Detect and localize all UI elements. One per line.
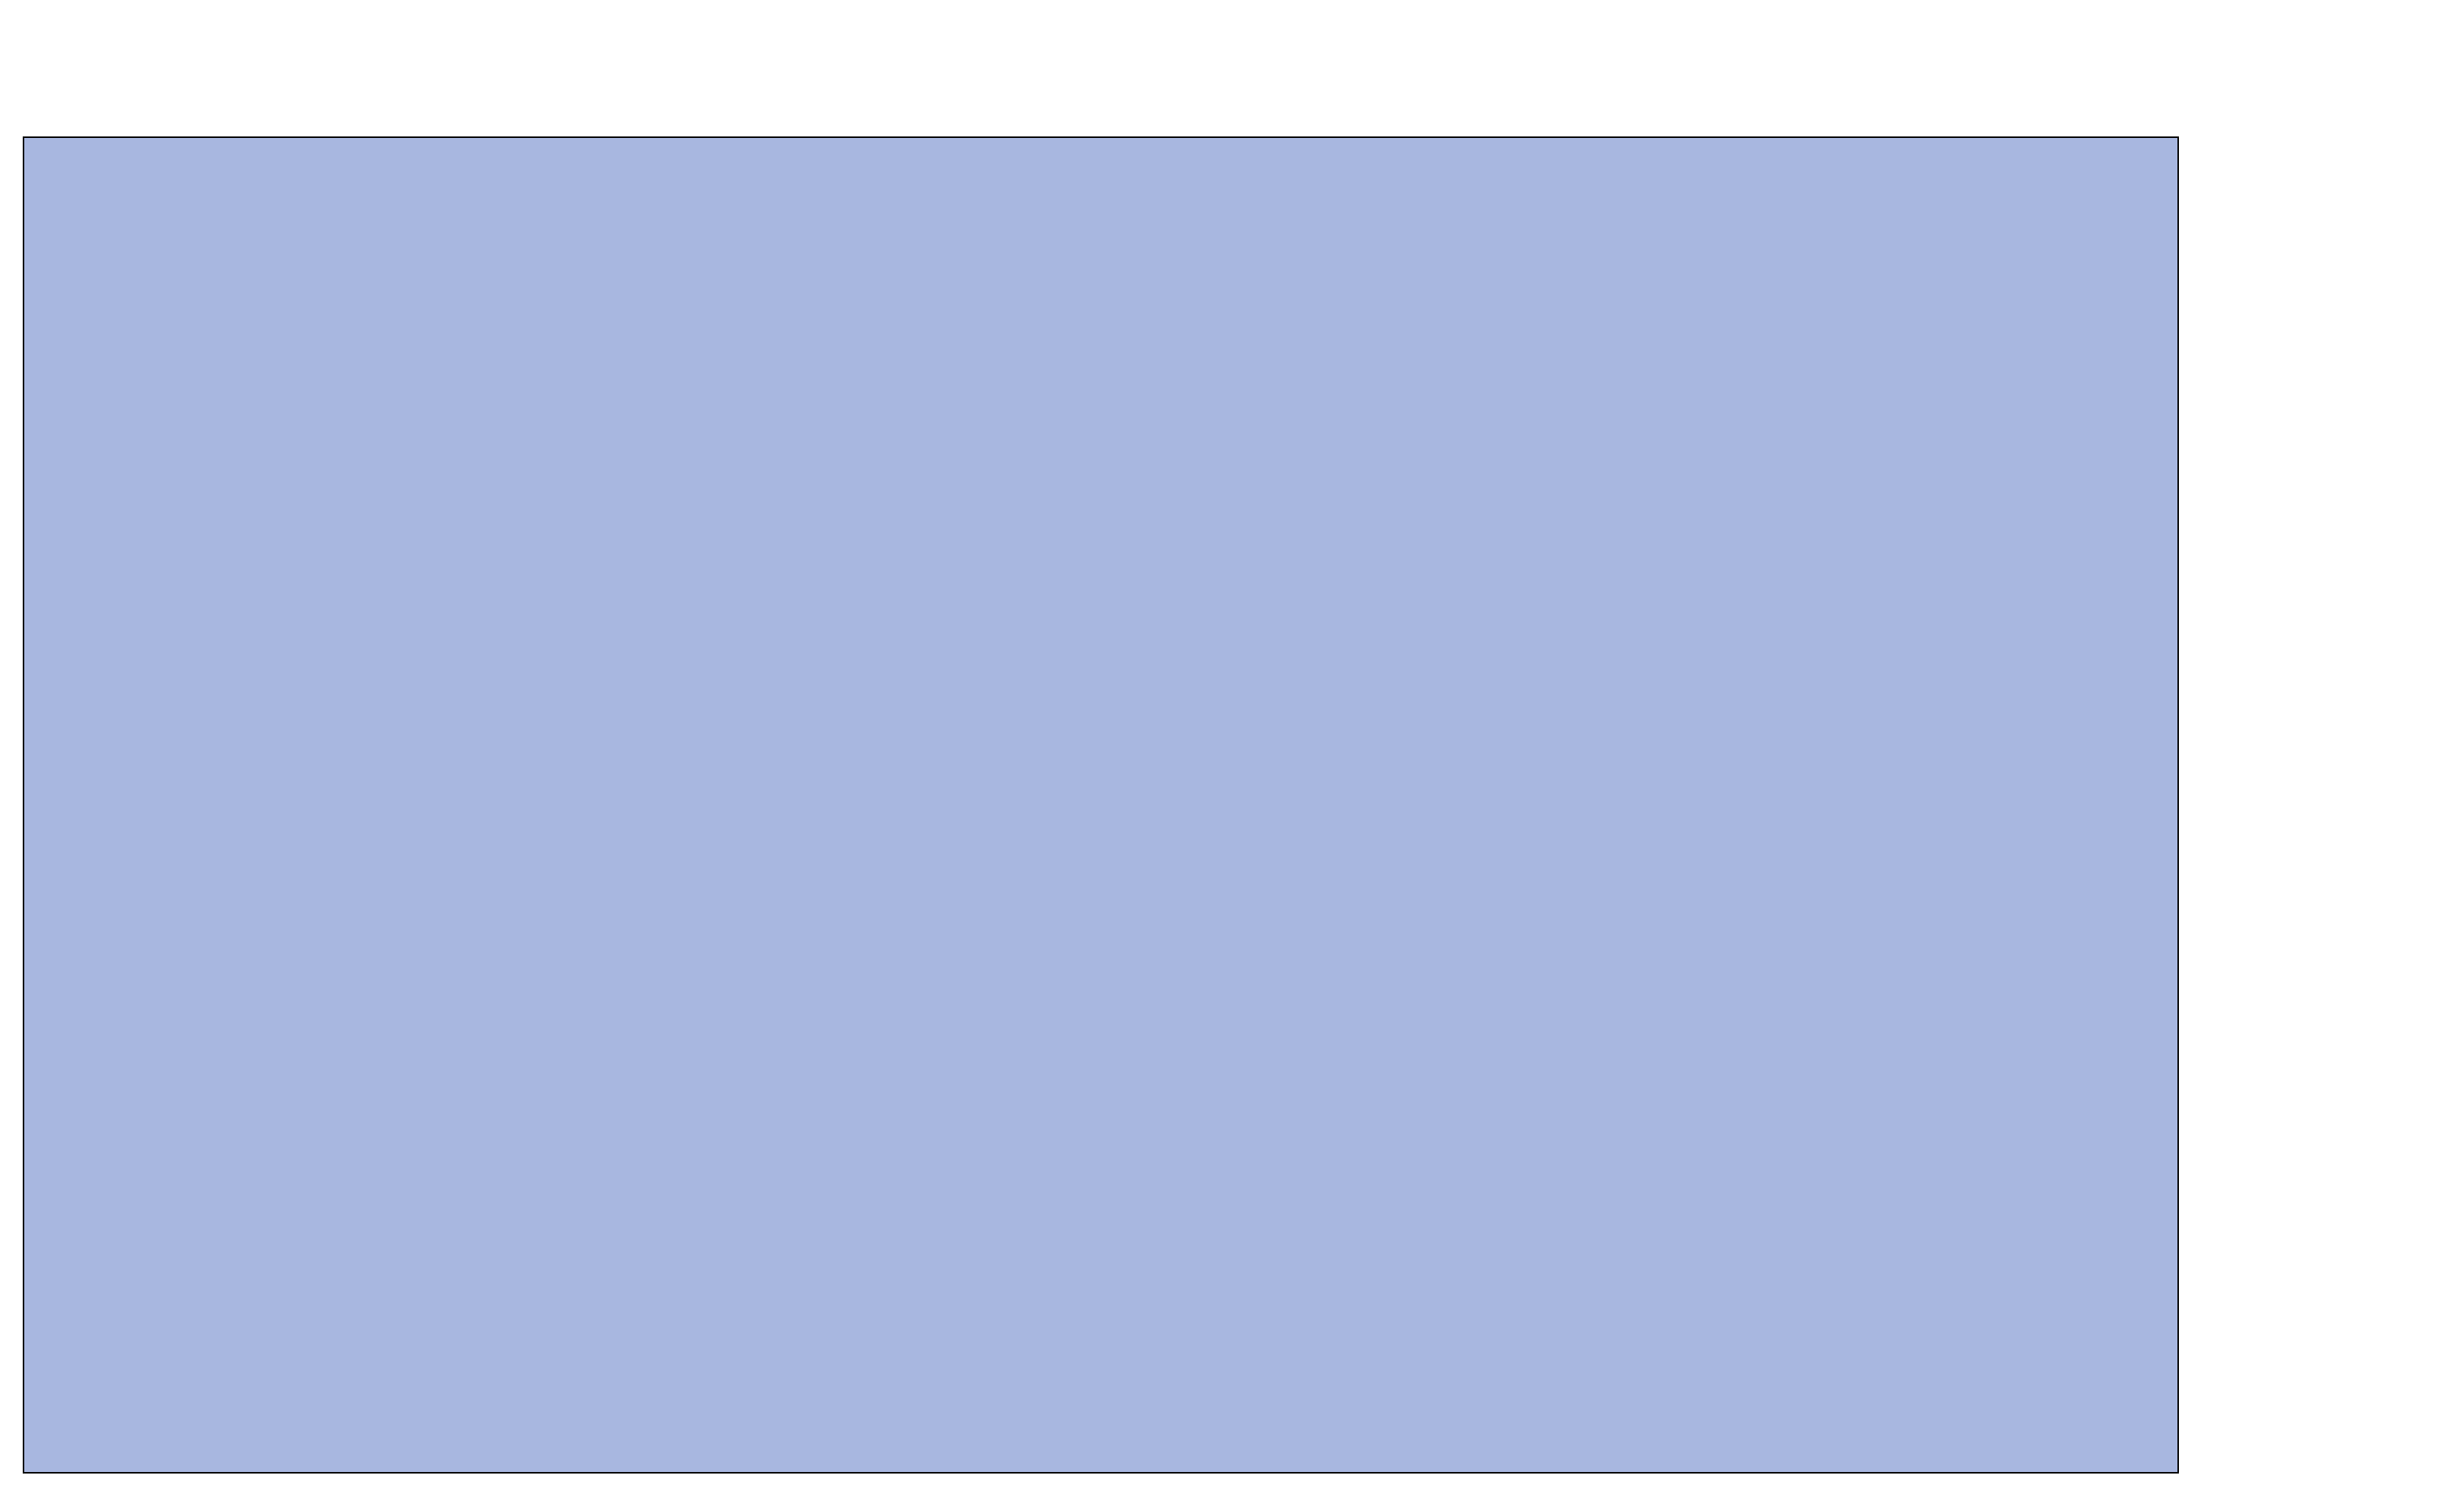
us-hit-rate-heatmap (24, 138, 2177, 1472)
map-axes (23, 136, 2179, 1474)
colorbar (2263, 243, 2437, 1425)
